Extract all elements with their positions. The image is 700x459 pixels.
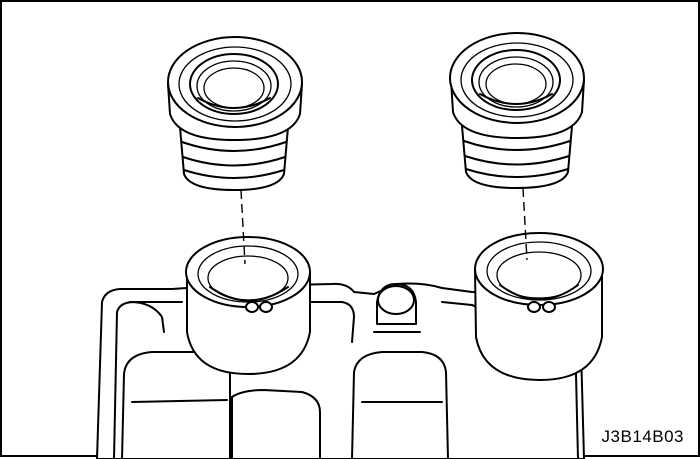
right-seal xyxy=(450,33,584,188)
figure-reference-code: J3B14B03 xyxy=(602,427,684,447)
left-bore xyxy=(186,237,310,374)
right-bore xyxy=(475,233,603,380)
left-seal xyxy=(168,37,302,190)
